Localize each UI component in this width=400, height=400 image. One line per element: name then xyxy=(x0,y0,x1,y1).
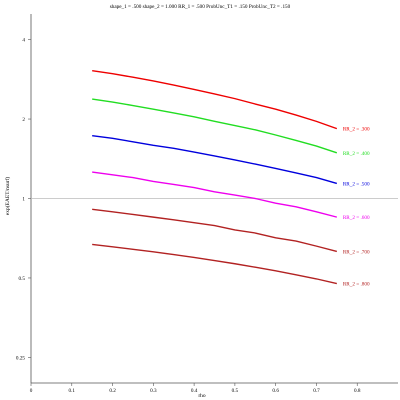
x-tick-label: 0.2 xyxy=(109,388,116,394)
series-line xyxy=(92,243,337,285)
series-label: RR_2 = .500 xyxy=(343,181,370,187)
y-tick-label: 0.5 xyxy=(19,276,26,282)
chart-title: shape_1 = .500 shape_2 = 1.000 RR_1 = .5… xyxy=(110,4,291,10)
x-axis: 0 0.1 0.2 0.3 0.4 0.5 0.6 0.7 0.8 xyxy=(30,383,361,394)
series-label: RR_2 = .600 xyxy=(343,215,370,221)
x-tick-label: 0.6 xyxy=(272,388,279,394)
y-axis: 0.25 0.5 1 2 4 xyxy=(16,38,31,361)
x-tick-label: 0.7 xyxy=(313,388,320,394)
y-tick-label: 1 xyxy=(22,197,25,203)
x-tick-label: 0.5 xyxy=(232,388,239,394)
series-line xyxy=(92,208,338,253)
x-tick-label: 0 xyxy=(30,388,33,394)
y-axis-label: exp(EAET/nsurf) xyxy=(4,177,11,216)
series-line xyxy=(92,134,338,185)
series-label: RR_2 = .400 xyxy=(343,151,370,157)
x-tick-label: 0.8 xyxy=(354,388,361,394)
series-label: RR_2 = .800 xyxy=(343,282,370,288)
series-line xyxy=(92,171,338,218)
y-tick-label: 2 xyxy=(22,117,25,123)
y-tick-label: 0.25 xyxy=(16,355,25,361)
y-tick-label: 4 xyxy=(22,38,25,44)
x-tick-label: 0.4 xyxy=(191,388,198,394)
series-label: RR_2 = .700 xyxy=(343,249,370,255)
series-lines xyxy=(92,69,338,285)
x-tick-label: 0.1 xyxy=(69,388,76,394)
series-labels: RR_2 = .300 RR_2 = .400 RR_2 = .500 RR_2 = … xyxy=(343,127,370,288)
x-tick-label: 0.3 xyxy=(150,388,157,394)
series-label: RR_2 = .300 xyxy=(343,127,370,133)
x-axis-label: rho xyxy=(198,393,206,399)
series-line xyxy=(92,69,338,130)
series-line xyxy=(92,98,338,154)
